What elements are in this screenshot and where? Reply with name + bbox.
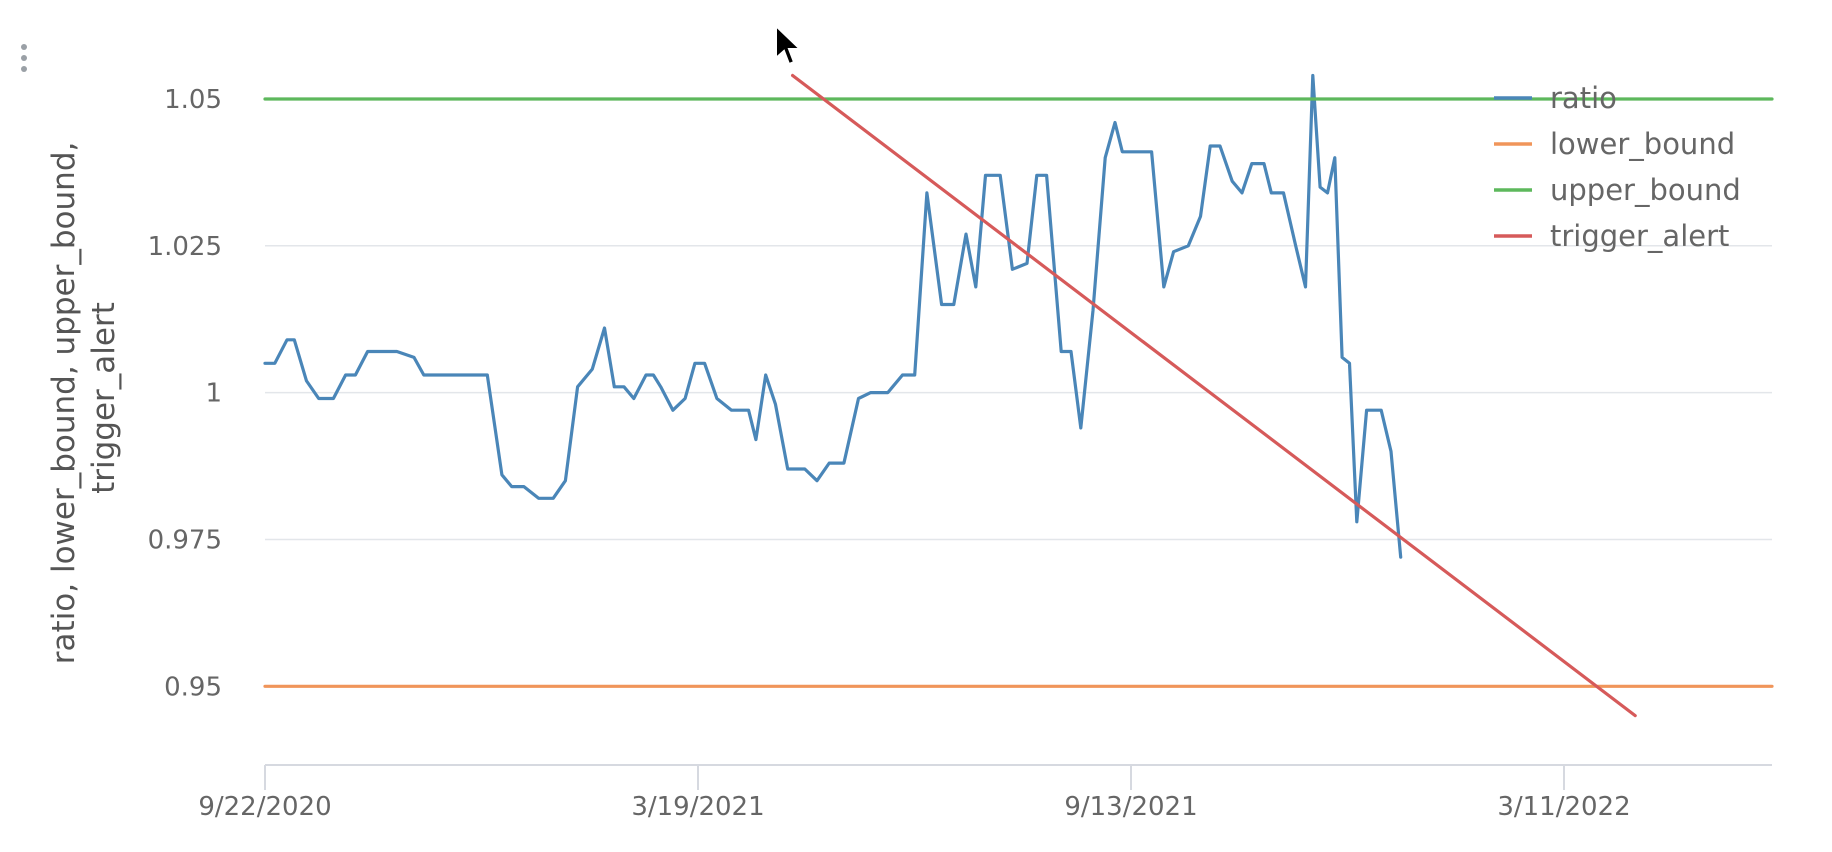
cursor-icon bbox=[775, 23, 803, 66]
x-axis-ticks: 9/22/2020 3/19/2021 9/13/2021 3/11/2022 bbox=[198, 765, 1631, 822]
y-axis-title-line-1: ratio, lower_bound, upper_bound, bbox=[46, 142, 82, 665]
y-tick-label: 1.025 bbox=[148, 232, 222, 262]
x-tick-label: 9/22/2020 bbox=[198, 792, 331, 822]
y-tick-label: 1.05 bbox=[164, 85, 222, 115]
x-tick-label: 3/11/2022 bbox=[1497, 792, 1630, 822]
x-tick-label: 3/19/2021 bbox=[631, 792, 764, 822]
legend-label-trigger-alert: trigger_alert bbox=[1550, 219, 1729, 253]
y-tick-label: 0.975 bbox=[148, 525, 222, 555]
series-line-trigger-alert bbox=[790, 73, 1637, 718]
y-tick-label: 1 bbox=[205, 379, 222, 409]
y-axis-title-line-2: trigger_alert bbox=[86, 302, 122, 494]
gridlines bbox=[265, 98, 1772, 766]
series-line-ratio bbox=[263, 73, 1403, 559]
legend-label-upper-bound: upper_bound bbox=[1550, 173, 1741, 207]
y-axis-title: ratio, lower_bound, upper_bound, trigger… bbox=[46, 132, 122, 664]
y-axis-ticks: 0.95 0.975 1 1.025 1.05 bbox=[148, 85, 222, 702]
legend: ratio lower_bound upper_bound trigger_alert bbox=[1494, 81, 1741, 253]
legend-label-lower-bound: lower_bound bbox=[1550, 127, 1735, 161]
more-options-icon[interactable] bbox=[21, 44, 27, 72]
x-tick-label: 9/13/2021 bbox=[1064, 792, 1197, 822]
y-tick-label: 0.95 bbox=[164, 672, 222, 702]
series-lines bbox=[263, 73, 1774, 718]
legend-label-ratio: ratio bbox=[1550, 81, 1617, 115]
